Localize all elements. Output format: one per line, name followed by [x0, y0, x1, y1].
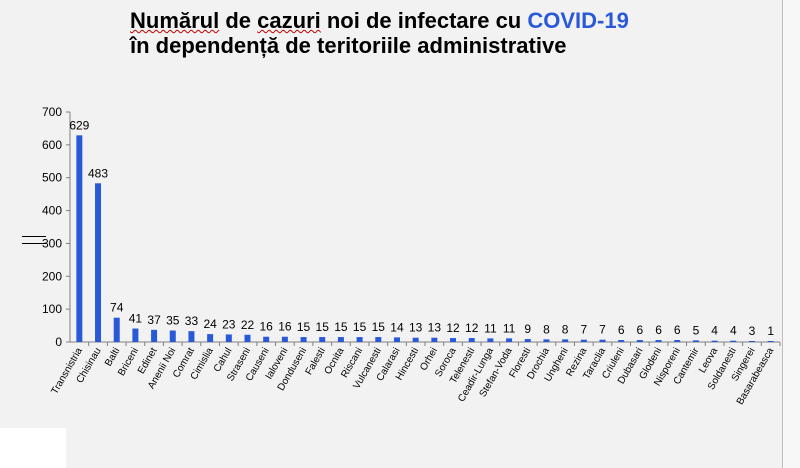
- bar: [450, 338, 457, 342]
- bar: [468, 338, 475, 342]
- y-tick-label: 600: [42, 138, 62, 152]
- bar: [487, 338, 494, 342]
- bar: [375, 337, 382, 342]
- data-label: 4: [711, 324, 718, 338]
- bar: [151, 329, 158, 342]
- data-label: 1: [767, 324, 774, 338]
- y-tick-label: 400: [42, 204, 62, 218]
- data-label: 16: [260, 320, 274, 334]
- bar: [618, 340, 625, 342]
- bar: [356, 337, 363, 342]
- y-tick-label: 100: [42, 302, 62, 316]
- bar: [300, 337, 307, 342]
- bar: [225, 334, 232, 342]
- legend-marker: [22, 236, 46, 244]
- title-text-rest: noi de infectare cu: [320, 8, 528, 33]
- blank-area: [0, 428, 66, 468]
- data-label: 8: [543, 322, 550, 336]
- bar: [730, 340, 737, 342]
- data-label: 74: [110, 301, 124, 315]
- bar: [337, 337, 344, 342]
- bar: [244, 334, 251, 342]
- y-tick-label: 300: [42, 236, 62, 250]
- y-tick-label: 700: [42, 105, 62, 119]
- chart-title: Numărul de cazuri noi de infectare cu CO…: [130, 8, 629, 58]
- data-label: 8: [562, 322, 569, 336]
- bar: [169, 330, 176, 342]
- bar: [655, 340, 662, 342]
- title-word-numarul: Numărul: [130, 8, 220, 33]
- y-tick-label: 500: [42, 171, 62, 185]
- data-label: 6: [637, 323, 644, 337]
- bar: [188, 331, 195, 342]
- data-label: 5: [693, 323, 700, 337]
- bar: [543, 339, 550, 342]
- data-label: 12: [446, 321, 460, 335]
- chart-title-line-1: Numărul de cazuri noi de infectare cu CO…: [130, 8, 629, 33]
- data-label: 7: [580, 323, 587, 337]
- data-label: 35: [166, 314, 180, 328]
- bar: [562, 339, 569, 342]
- data-label: 37: [147, 313, 161, 327]
- data-label: 7: [599, 323, 606, 337]
- data-label: 22: [241, 318, 255, 332]
- title-covid-highlight: COVID-19: [527, 8, 629, 33]
- bar: [636, 340, 643, 342]
- title-text-de: de: [219, 8, 258, 33]
- window-edge: [782, 0, 800, 468]
- bar: [580, 339, 587, 342]
- data-label: 15: [316, 320, 330, 334]
- data-label: 15: [353, 320, 367, 334]
- data-label: 33: [185, 314, 199, 328]
- bar: [95, 183, 102, 342]
- data-label: 483: [88, 166, 108, 180]
- data-label: 12: [465, 321, 479, 335]
- data-label: 24: [203, 317, 217, 331]
- bar: [711, 340, 718, 342]
- data-label: 11: [484, 321, 497, 335]
- data-label: 3: [749, 324, 756, 338]
- data-label: 14: [390, 320, 404, 334]
- bar: [393, 337, 400, 342]
- data-label: 6: [618, 323, 625, 337]
- bar: [524, 339, 531, 342]
- title-word-cazuri: cazuri: [257, 8, 321, 33]
- bar: [207, 334, 214, 342]
- bar: [748, 341, 755, 342]
- bar: [319, 337, 326, 342]
- data-label: 6: [655, 323, 662, 337]
- bar: [76, 135, 83, 342]
- bar: [767, 341, 774, 342]
- bar: [412, 337, 419, 342]
- data-label: 11: [503, 321, 516, 335]
- bar: [506, 338, 513, 342]
- bar: [692, 340, 699, 342]
- data-label: 23: [222, 317, 236, 331]
- bar: [113, 317, 120, 342]
- y-tick-label: 200: [42, 269, 62, 283]
- data-label: 15: [372, 320, 386, 334]
- data-label: 13: [428, 321, 442, 335]
- bar: [263, 336, 270, 342]
- data-label: 13: [409, 321, 423, 335]
- data-label: 15: [334, 320, 348, 334]
- y-tick-label: 0: [55, 335, 62, 349]
- data-label: 629: [69, 118, 89, 132]
- bar: [132, 328, 139, 342]
- bar: [599, 339, 606, 342]
- data-label: 16: [278, 320, 292, 334]
- data-label: 15: [297, 320, 311, 334]
- data-label: 6: [674, 323, 681, 337]
- data-label: 9: [524, 322, 531, 336]
- bar: [674, 340, 681, 342]
- bar: [431, 337, 438, 342]
- data-label: 41: [129, 312, 143, 326]
- chart-title-line-2: în dependență de teritoriile administrat…: [130, 33, 567, 58]
- data-label: 4: [730, 324, 737, 338]
- bar: [281, 336, 288, 342]
